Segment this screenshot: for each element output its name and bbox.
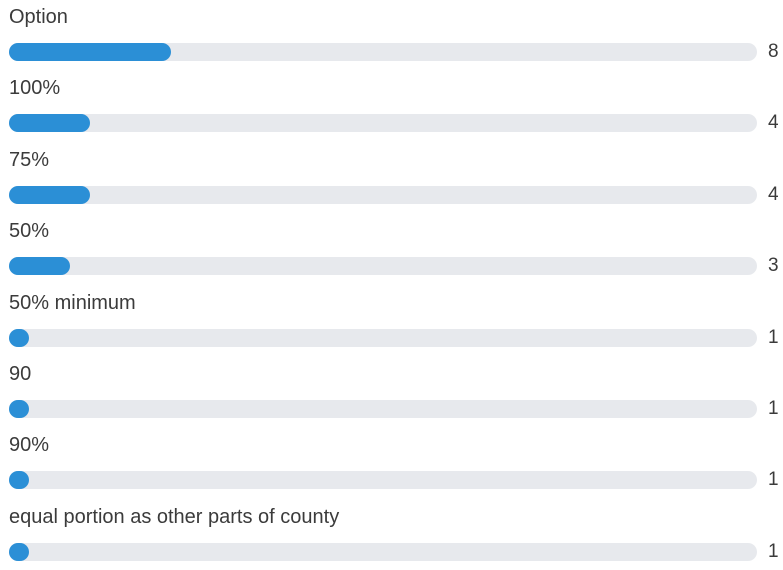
poll-bar-track [9,400,757,418]
poll-bar-track [9,328,757,347]
poll-bar-track [9,471,757,490]
poll-bar-fill [9,114,90,133]
poll-option-label: Option [9,6,68,28]
poll-option-count: 1 [768,326,779,348]
poll-option-label: 50% minimum [9,291,136,314]
poll-option-row: 75% 4 [0,143,783,213]
poll-bar-track [9,542,757,561]
poll-option-row: 90% 1 [0,428,783,498]
poll-option-label: 100% [9,77,61,100]
poll-option-label: 90 [9,363,32,385]
poll-option-row: 100% 4 [0,71,783,141]
poll-bar-track [9,43,757,61]
poll-option-count: 4 [768,183,779,205]
poll-option-count: 1 [768,469,779,491]
poll-option-row: 90 1 [0,357,783,427]
poll-bar-fill [9,43,171,61]
poll-option-count: 8 [768,41,779,62]
poll-option-count: 3 [768,255,779,277]
poll-bar-track [9,257,757,276]
poll-bar-fill [9,328,30,347]
poll-option-label: equal portion as other parts of county [9,505,340,528]
poll-option-row: 50% minimum 1 [0,286,783,356]
poll-option-label: 75% [9,148,50,171]
poll-bar-fill [9,185,90,204]
poll-bar-track [9,114,757,133]
poll-option-label: 90% [9,434,50,457]
poll-bar-fill [9,471,30,490]
poll-option-row: equal portion as other parts of county 1 [0,500,783,570]
poll-bar-fill [9,257,70,276]
poll-bar-fill [9,400,30,418]
poll-option-label: 50% [9,220,50,243]
poll-option-row: 50% 3 [0,214,783,284]
poll-bar-fill [9,542,30,561]
poll-option-count: 4 [768,112,779,134]
poll-option-row: Option 8 [0,0,783,70]
poll-option-count: 1 [768,398,779,419]
poll-bar-track [9,185,757,204]
poll-option-count: 1 [768,540,779,562]
